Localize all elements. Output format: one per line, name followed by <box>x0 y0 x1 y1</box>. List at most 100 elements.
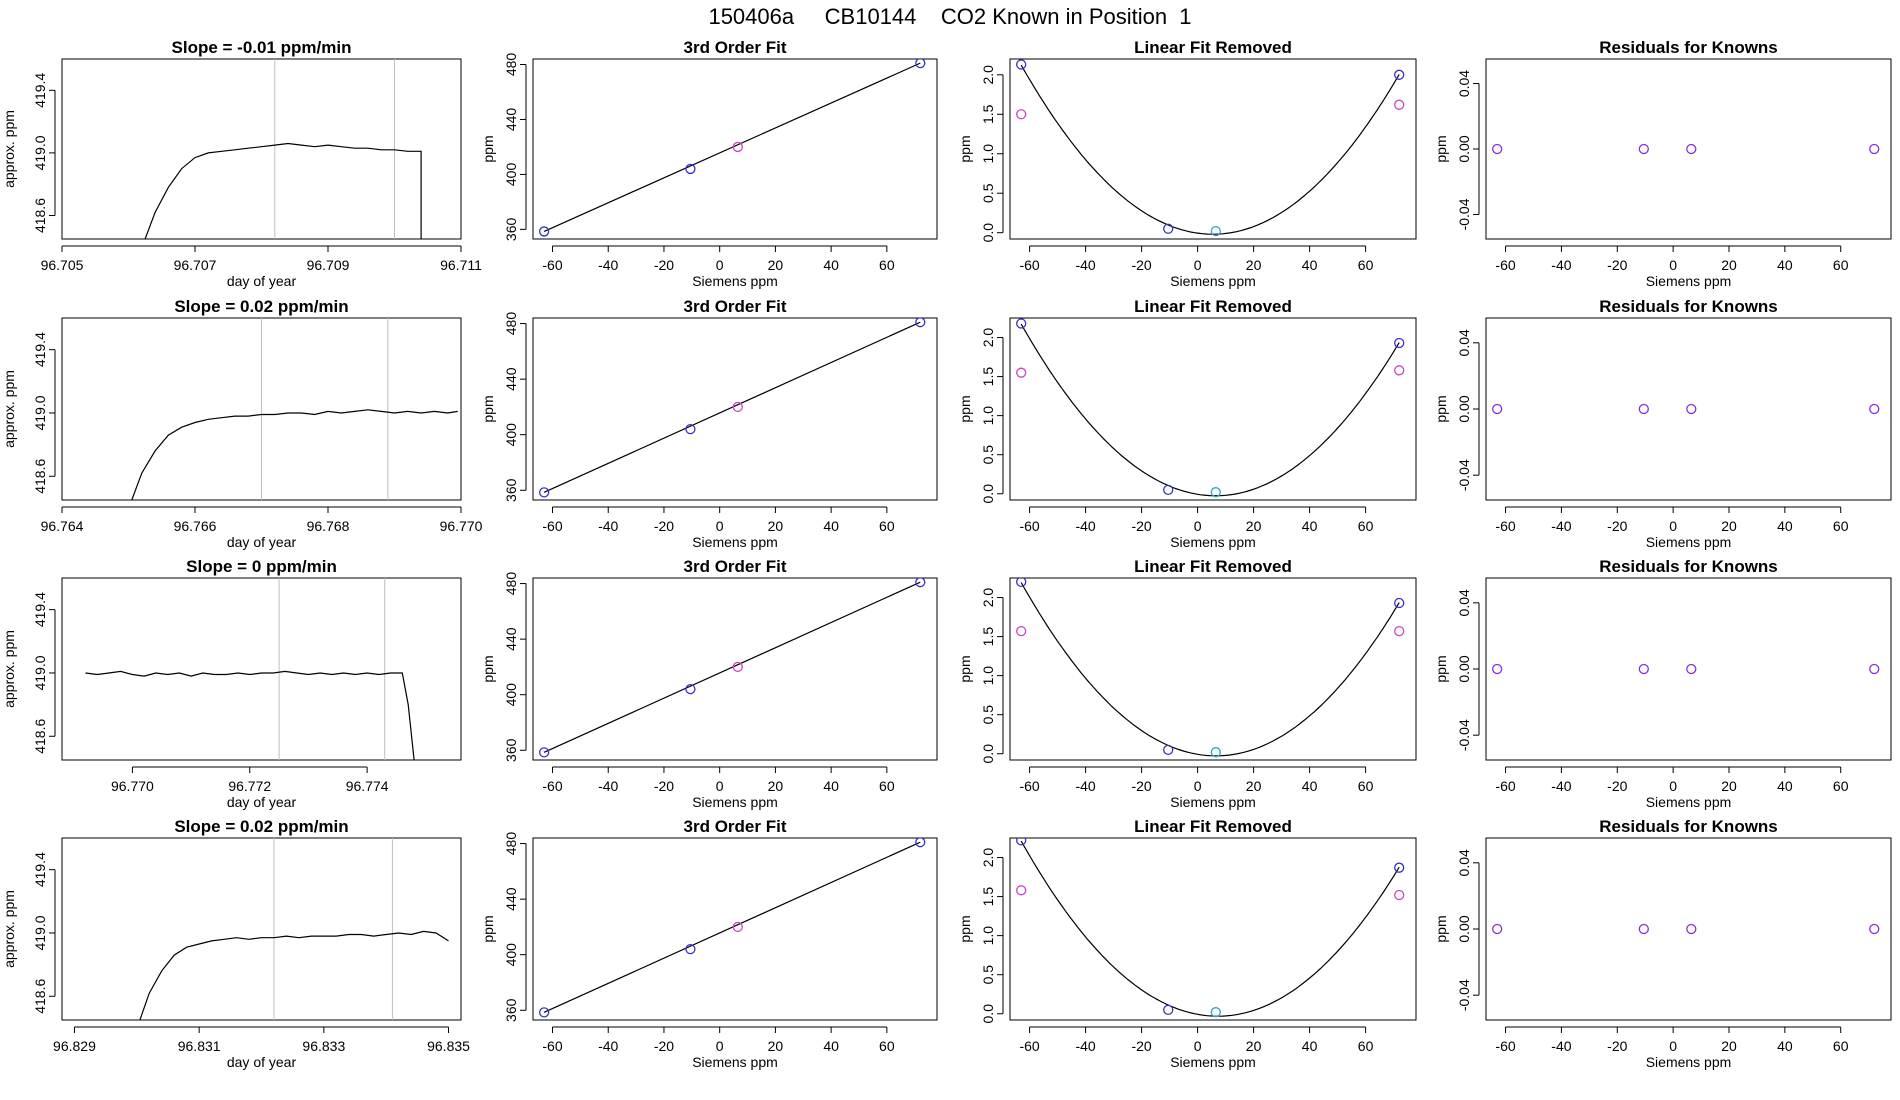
y-tick-label: 419.4 <box>32 332 48 367</box>
x-tick-label: 40 <box>1777 1038 1793 1054</box>
y-tick-label: 0.04 <box>1456 849 1472 876</box>
chart-title: Residuals for Knowns <box>1599 557 1778 576</box>
y-axis-label: ppm <box>480 915 496 942</box>
x-tick-label: 60 <box>879 778 895 794</box>
data-point <box>1686 663 1697 675</box>
y-tick-label: 360 <box>503 217 519 241</box>
x-tick-label: -60 <box>542 778 562 794</box>
x-tick-label: 20 <box>768 778 784 794</box>
x-tick-label: 20 <box>768 257 784 273</box>
x-tick-label: 96.711 <box>440 257 482 273</box>
x-tick-label: -20 <box>654 518 674 534</box>
x-axis-label: day of year <box>227 794 297 810</box>
y-tick-label: 360 <box>503 998 519 1022</box>
chart-title: Residuals for Knowns <box>1599 297 1778 316</box>
y-tick-label: 0.0 <box>980 1004 996 1024</box>
y-tick-label: 2.0 <box>980 328 996 348</box>
x-axis-label: Siemens ppm <box>1646 794 1732 810</box>
y-axis-label: approx. ppm <box>1 110 17 188</box>
data-point <box>1638 663 1649 675</box>
x-tick-label: 96.772 <box>228 778 271 794</box>
x-tick-label: 96.774 <box>346 778 389 794</box>
x-tick-label: 40 <box>1777 257 1793 273</box>
x-tick-label: 40 <box>823 1038 839 1054</box>
x-tick-label: 60 <box>879 257 895 273</box>
x-tick-label: -40 <box>1551 1038 1571 1054</box>
x-axis-label: Siemens ppm <box>692 534 778 550</box>
x-axis-label: Siemens ppm <box>1646 1054 1732 1070</box>
y-axis-label: ppm <box>1433 915 1449 942</box>
x-tick-label: 40 <box>1777 778 1793 794</box>
y-tick-label: 418.6 <box>32 719 48 754</box>
data-point <box>1016 838 1027 846</box>
x-tick-label: 60 <box>1833 518 1849 534</box>
x-tick-label: 96.770 <box>111 778 154 794</box>
data-point <box>685 683 696 695</box>
y-axis-label: approx. ppm <box>1 630 17 708</box>
x-tick-label: 40 <box>1302 778 1318 794</box>
data-point <box>732 921 743 933</box>
y-tick-label: 0.0 <box>980 484 996 504</box>
x-tick-label: -20 <box>1607 1038 1627 1054</box>
plot-area <box>538 59 926 237</box>
plot-area <box>1016 578 1405 758</box>
y-tick-label: 1.0 <box>980 926 996 946</box>
fit-curve <box>1020 323 1400 497</box>
x-tick-label: -60 <box>1495 257 1515 273</box>
page-title: 150406a CB10144 CO2 Known in Position 1 <box>708 4 1192 29</box>
y-axis-label: ppm <box>1433 135 1449 162</box>
y-tick-label: 419.0 <box>32 655 48 690</box>
plot-area <box>538 318 926 498</box>
data-point <box>915 318 926 328</box>
y-tick-label: 0.00 <box>1456 395 1472 422</box>
chart-title: 3rd Order Fit <box>684 817 787 836</box>
data-point <box>1016 578 1027 588</box>
x-tick-label: -40 <box>1551 778 1571 794</box>
fit-curve <box>1020 840 1400 1017</box>
y-tick-label: 400 <box>503 943 519 967</box>
data-point <box>1394 69 1405 80</box>
y-tick-label: 0.04 <box>1456 589 1472 616</box>
plot-area <box>538 578 926 758</box>
y-tick-label: 0.00 <box>1456 655 1472 682</box>
x-tick-label: -60 <box>1495 778 1515 794</box>
y-tick-label: 1.0 <box>980 666 996 686</box>
x-tick-label: 40 <box>823 778 839 794</box>
y-tick-label: 0.5 <box>980 183 996 203</box>
y-axis-label: ppm <box>957 915 973 942</box>
y-tick-label: 1.5 <box>980 887 996 907</box>
y-tick-label: 440 <box>503 367 519 391</box>
x-axis-label: day of year <box>227 534 297 550</box>
plot-frame <box>1009 317 1417 501</box>
chart-panel-1-1: Slope = -0.01 ppm/min 96.705 96.707 96.709 9… <box>1 38 482 289</box>
x-tick-label: 40 <box>1777 518 1793 534</box>
data-point <box>1492 403 1503 415</box>
plot-frame <box>532 58 938 240</box>
data-point <box>1869 663 1880 675</box>
plot-area <box>1492 663 1880 675</box>
y-tick-label: -0.04 <box>1456 719 1472 751</box>
plot-frame <box>1009 577 1417 761</box>
x-tick-label: -60 <box>542 1038 562 1054</box>
chart-title: 3rd Order Fit <box>684 297 787 316</box>
plot-frame <box>1485 577 1892 761</box>
y-tick-label: 480 <box>503 832 519 856</box>
fit-curve <box>1020 64 1400 235</box>
x-tick-label: 20 <box>768 1038 784 1054</box>
y-tick-label: 1.5 <box>980 627 996 647</box>
data-point <box>732 401 743 413</box>
plot-frame <box>61 58 462 240</box>
data-point <box>1163 484 1174 495</box>
x-tick-label: 96.709 <box>307 257 350 273</box>
data-point <box>1394 99 1405 110</box>
chart-title: Linear Fit Removed <box>1134 557 1292 576</box>
x-tick-label: 0 <box>716 1038 724 1054</box>
data-point <box>538 226 550 237</box>
data-point <box>538 487 550 498</box>
chart-panel-1-3: Linear Fit Removed -60 -40 -20 0 20 40 60 Siemen… <box>957 38 1417 289</box>
x-tick-label: -20 <box>1607 518 1627 534</box>
x-tick-label: -60 <box>1019 518 1039 534</box>
x-tick-label: -20 <box>1607 257 1627 273</box>
plot-frame <box>532 317 938 501</box>
data-point <box>1016 625 1027 637</box>
